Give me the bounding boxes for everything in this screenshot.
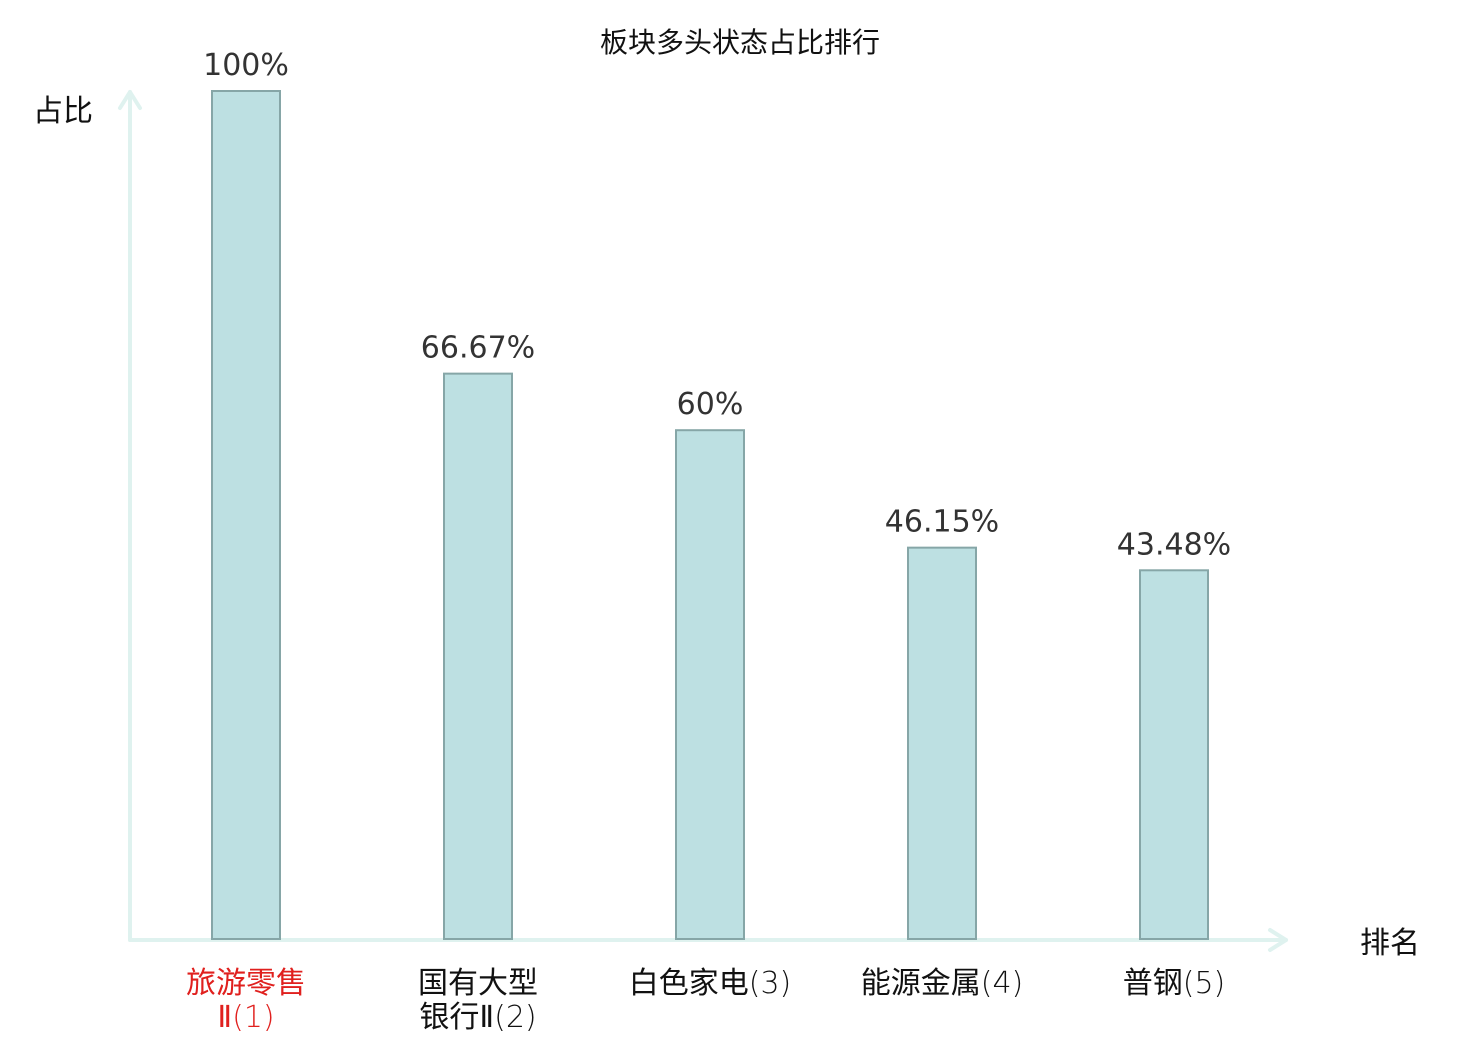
category-label-1: 旅游零售 Ⅱ(1) (186, 966, 306, 1035)
chart-title: 板块多头状态占比排行 (600, 26, 880, 59)
bar-value-label-1: 100% (203, 48, 289, 83)
category-label-4: 能源金属(4) (861, 966, 1024, 1001)
bar-value-label-3: 60% (677, 387, 744, 422)
bar-2 (443, 372, 513, 940)
x-axis-label: 排名 (1360, 926, 1420, 961)
category-label-line: Ⅱ(1) (217, 1000, 274, 1035)
x-axis-arrow (1268, 928, 1288, 952)
category-label-5: 普钢(5) (1123, 966, 1226, 1001)
bars (211, 90, 1209, 940)
bar-1 (211, 90, 281, 940)
bar-value-label-2: 66.67% (421, 331, 535, 366)
bar-value-label-4: 46.15% (885, 505, 999, 540)
category-label-3: 白色家电(3) (629, 966, 792, 1001)
bar-4 (907, 546, 977, 940)
bar-value-label-5: 43.48% (1117, 527, 1231, 562)
category-label-line: 国有大型 (418, 966, 538, 1001)
bar-5 (1139, 569, 1209, 940)
axes (118, 90, 1288, 952)
category-label-line: 旅游零售 (186, 966, 306, 1001)
category-label-line: 白色家电(3) (629, 966, 792, 1001)
y-axis-label: 占比 (33, 94, 93, 129)
bar-3 (675, 429, 745, 940)
category-label-line: 能源金属(4) (861, 966, 1024, 1001)
value-labels: 100% 66.67% 60% 46.15% 43.48% (203, 48, 1231, 562)
category-label-line: 银行Ⅱ(2) (419, 1000, 536, 1035)
category-label-line: 普钢(5) (1123, 966, 1226, 1001)
category-label-2: 国有大型银行Ⅱ(2) (418, 966, 538, 1035)
y-axis-arrow (118, 90, 142, 110)
category-labels: 旅游零售 Ⅱ(1) 国有大型银行Ⅱ(2) 白色家电(3) 能源金属(4) 普钢(5) (186, 966, 1225, 1035)
